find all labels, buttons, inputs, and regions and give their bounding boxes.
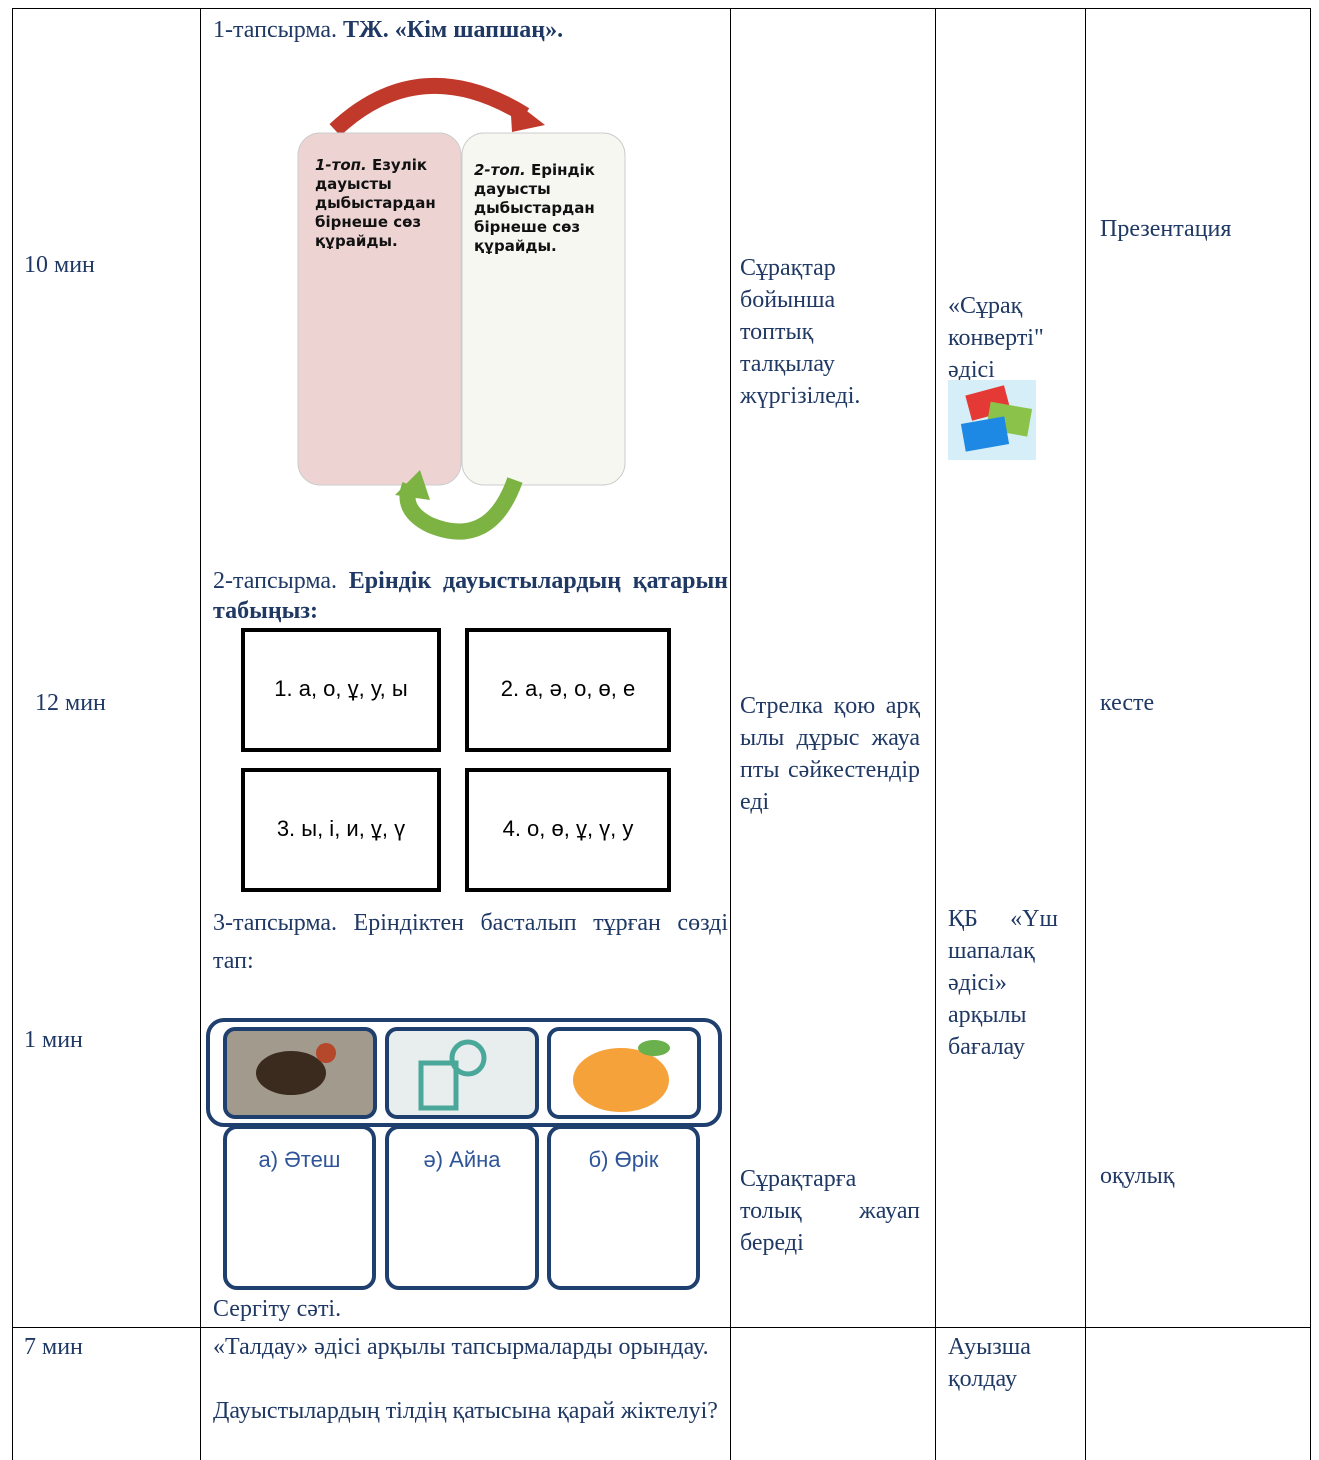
group-name: 1-топ. (315, 156, 367, 174)
time: 1 мин (24, 1027, 83, 1053)
resource: кесте (1100, 690, 1155, 716)
group-name: 2-топ. (474, 161, 526, 179)
task-label: 1-тапсырма. (213, 17, 338, 43)
option: 4. о, ө, ұ, ү, у (465, 768, 671, 892)
envelope (960, 416, 1010, 452)
answer: б) Өрік (547, 1125, 700, 1290)
resource: оқулық (1100, 1163, 1175, 1189)
arrow-head (395, 470, 430, 500)
border (12, 8, 13, 1460)
activity: Стрелка қою арқылы дұрыс жауапты сәйкест… (740, 693, 920, 815)
panel (461, 132, 626, 486)
option: 1. а, о, ұ, у, ы (241, 628, 441, 752)
pictures (206, 1018, 722, 1127)
arrow (329, 77, 530, 136)
group-text: Езулік дауысты дыбыстардан бірнеше сөз қ… (315, 156, 436, 250)
arrow-head (510, 98, 545, 132)
activity: Сұрақтар бойынша топтық талқылау жүргізі… (740, 255, 861, 409)
rooster (316, 1043, 336, 1063)
answer: а) Әтеш (223, 1125, 376, 1290)
envelope-icon (948, 380, 1036, 460)
task-text: 3-тапсырма. Еріндіктен басталып тұрған с… (213, 910, 728, 974)
border (730, 8, 731, 1460)
assessment: Ауызша қолдау (948, 1334, 1031, 1392)
assessment: «Сұрақ конверті" әдісі (948, 293, 1044, 383)
border (12, 1327, 1310, 1328)
task-text: «Талдау» әдісі арқылы тапсырмаларды орын… (213, 1334, 709, 1360)
option: 3. ы, і, и, ұ, ү (241, 768, 441, 892)
group-text: Еріндік дауысты дыбыстардан бірнеше сөз … (474, 161, 595, 255)
activity: Сұрақтарға толық жауап береді (740, 1166, 920, 1256)
resource: Презентация (1100, 216, 1232, 242)
rooster (256, 1051, 326, 1095)
task-title: ТЖ. «Кім шапшаң». (343, 17, 564, 43)
mirror (418, 1060, 459, 1111)
diagram (297, 77, 626, 540)
time: 10 мин (24, 252, 95, 278)
task-text: Дауыстылардың тілдің қатысына қарай жікт… (213, 1398, 718, 1424)
border (1310, 8, 1311, 1460)
option: 2. а, ә, о, ө, е (465, 628, 671, 752)
break: Сергіту сәті. (213, 1296, 342, 1322)
leaf (638, 1040, 670, 1056)
answer: ә) Айна (385, 1125, 539, 1290)
time: 12 мин (35, 690, 106, 716)
task-title: Еріндік дауыстылардың қатарын табыңыз: (213, 568, 729, 624)
assessment: ҚБ «Үш шапалақ әдісі» арқылы бағалау (948, 906, 1058, 1060)
border (200, 8, 201, 1460)
border (935, 8, 936, 1460)
mirror (449, 1039, 487, 1077)
time: 7 мин (24, 1334, 83, 1360)
apricot (573, 1048, 669, 1112)
arrow (399, 477, 523, 540)
border (12, 8, 1310, 9)
task-label: 2-тапсырма. (213, 568, 338, 594)
border (1085, 8, 1086, 1460)
panel (297, 132, 462, 486)
